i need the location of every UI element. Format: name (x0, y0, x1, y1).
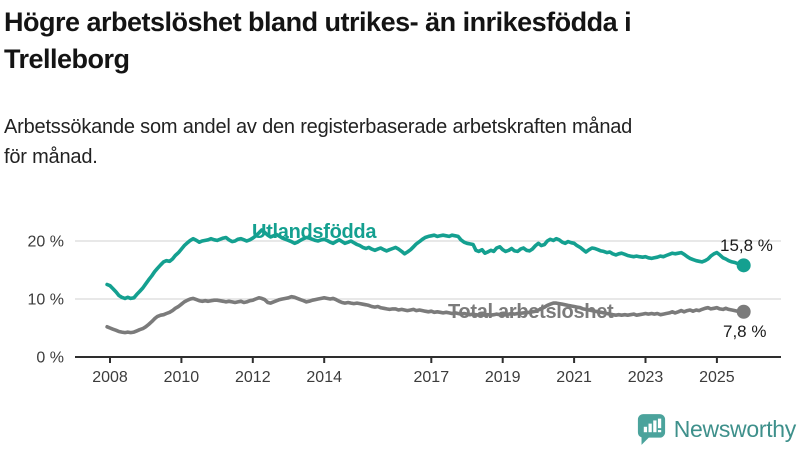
newsworthy-logo-text: Newsworthy (673, 415, 797, 442)
x-tick-label: 2017 (414, 369, 450, 386)
y-tick-label: 20 % (28, 234, 64, 251)
chart-subtitle-line2: för månad. (4, 146, 98, 168)
x-tick-label: 2019 (485, 369, 521, 386)
y-axis-labels: 20 % 10 % 0 % (28, 234, 64, 367)
series-label: Total arbetslöshet (448, 301, 614, 323)
x-axis-labels: 2008 2010 2012 2014 2017 2019 2021 2023 2025 (92, 369, 735, 386)
x-tick-label: 2008 (92, 369, 128, 386)
page-title-line2: Trelleborg (4, 44, 130, 74)
series-lines (105, 228, 751, 335)
series-labels: Utlandsfödda 15,8 % Total arbetslöshet 7,8 … (252, 221, 773, 341)
y-tick-label: 0 % (36, 350, 64, 367)
chart-subtitle-line1: Arbetssökande som andel av den registerb… (4, 116, 633, 138)
page-title: Högre arbetslöshet bland utrikes- än inr… (4, 4, 796, 78)
x-tick-label: 2021 (556, 369, 592, 386)
series-end-dot (736, 258, 751, 273)
series-end-dot (736, 304, 751, 319)
series-line-total-arbetsl-shet (105, 294, 746, 335)
chart-subtitle: Arbetssökande som andel av den registerb… (4, 112, 796, 172)
series-line-utlandsf-dda (105, 228, 746, 301)
end-value-label: 7,8 % (723, 322, 766, 341)
x-tick-label: 2014 (306, 369, 342, 386)
y-tick-label: 10 % (28, 292, 64, 309)
x-tick-label: 2025 (699, 369, 735, 386)
newsworthy-logo[interactable]: Newsworthy (637, 412, 796, 446)
x-tick-label: 2010 (164, 369, 200, 386)
line-chart: 20 % 10 % 0 % 2008 2010 2012 2014 2017 2019 2021… (0, 190, 800, 405)
x-axis (75, 356, 781, 363)
series-label: Utlandsfödda (252, 221, 377, 243)
end-value-label: 15,8 % (720, 236, 773, 255)
logo-bars-icon (643, 418, 661, 432)
x-tick-label: 2023 (628, 369, 664, 386)
chart-canvas: 20 % 10 % 0 % 2008 2010 2012 2014 2017 2019 2021… (28, 221, 781, 386)
page-title-line1: Högre arbetslöshet bland utrikes- än inr… (4, 7, 632, 37)
newsworthy-logo-icon (637, 413, 665, 445)
x-tick-label: 2012 (235, 369, 271, 386)
